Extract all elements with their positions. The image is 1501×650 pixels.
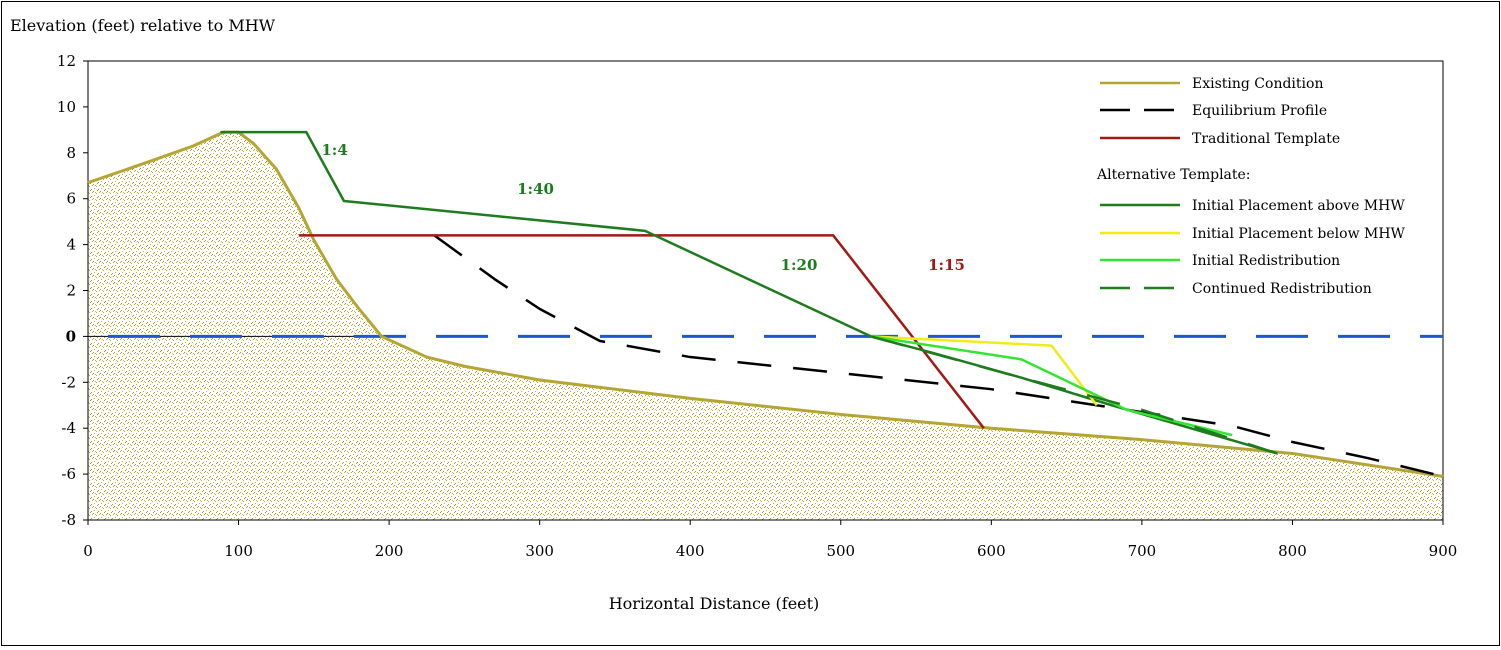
x-tick-label: 900 [1429, 542, 1458, 560]
slope-label-1-20: 1:20 [781, 256, 818, 274]
legend-label-initial-placement-below-mhw: Initial Placement below MHW [1192, 226, 1406, 242]
sand-fill [88, 132, 1443, 520]
series-equilibrium-profile [433, 234, 1444, 478]
legend-label-traditional-template: Traditional Template [1192, 131, 1340, 147]
x-tick-label: 400 [676, 542, 705, 560]
slope-label-1-15: 1:15 [928, 256, 965, 274]
x-tick-label: 200 [375, 542, 404, 560]
legend-label-equilibrium-profile: Equilibrium Profile [1192, 103, 1327, 119]
x-tick-label: 700 [1128, 542, 1157, 560]
x-tick-label: 500 [826, 542, 855, 560]
legend-header: Alternative Template: [1096, 167, 1251, 183]
x-tick-label: 300 [525, 542, 554, 560]
y-tick-label: -8 [61, 511, 76, 529]
y-tick-label: 4 [66, 236, 76, 254]
y-tick-label: -4 [61, 419, 76, 437]
x-tick-label: 100 [224, 542, 253, 560]
slope-label-1-40: 1:40 [517, 180, 554, 198]
legend-label-initial-placement-above-mhw: Initial Placement above MHW [1192, 198, 1405, 214]
y-tick-label: 8 [66, 144, 76, 162]
series-initial-redistribution [870, 335, 1233, 437]
legend-label-initial-redistribution: Initial Redistribution [1192, 253, 1340, 269]
series-traditional-template [298, 234, 985, 429]
y-tick-label: 2 [66, 282, 76, 300]
y-axis-title: Elevation (feet) relative to MHW [10, 16, 276, 35]
slope-label-1-4: 1:4 [321, 141, 347, 159]
x-tick-label: 0 [83, 542, 93, 560]
legend-label-continued-redistribution: Continued Redistribution [1192, 281, 1372, 297]
x-axis-title: Horizontal Distance (feet) [609, 594, 820, 613]
y-tick-label: 0 [66, 327, 76, 345]
x-tick-label: 600 [977, 542, 1006, 560]
y-tick-label: 6 [66, 190, 76, 208]
y-tick-label: 10 [57, 98, 76, 116]
y-tick-label: 12 [57, 52, 76, 70]
x-tick-label: 800 [1278, 542, 1307, 560]
series-continued-redistribution [870, 335, 1278, 455]
legend-label-existing-condition: Existing Condition [1192, 76, 1323, 92]
y-tick-label: -2 [61, 373, 76, 391]
series-initial-placement-below-mhw [870, 335, 1098, 407]
y-tick-label: -6 [61, 465, 76, 483]
